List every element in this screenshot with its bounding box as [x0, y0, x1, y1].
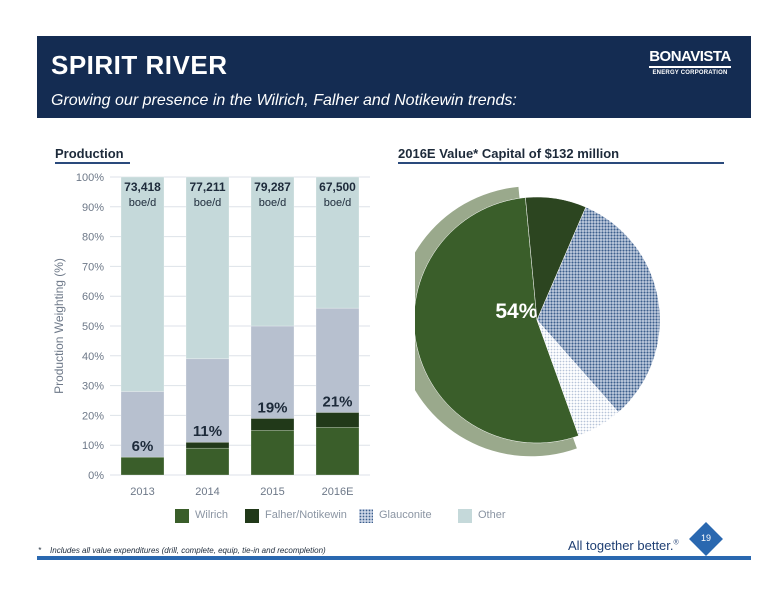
bar-volume-unit: boe/d [324, 197, 352, 209]
bar-segment-wilrich [315, 427, 360, 476]
x-tick-label: 2016E [322, 486, 354, 498]
legend-swatch-glauconite [359, 509, 373, 523]
page-title: SPIRIT RIVER [51, 50, 228, 80]
legend-swatch-falher [245, 509, 259, 523]
page-subtitle: Growing our presence in the Wilrich, Fal… [51, 92, 517, 109]
y-tick-label: 50% [82, 321, 104, 333]
footnote-mark: * [38, 546, 42, 555]
y-tick-label: 100% [76, 172, 104, 184]
y-tick-label: 90% [82, 202, 104, 214]
legend-swatch-other [458, 509, 472, 523]
y-tick-label: 70% [82, 261, 104, 273]
bar-segment-glauconite [250, 325, 295, 419]
bar-segment-glauconite [120, 391, 165, 458]
bar-segment-falher-notikewin [185, 441, 230, 449]
y-axis-label: Production Weighting (%) [52, 258, 66, 394]
bar-segment-falher-notikewin [315, 412, 360, 428]
bar-segment-other [120, 176, 165, 392]
pie-slice-wilrich [415, 197, 579, 444]
legend-label-wilrich: Wilrich [195, 509, 228, 521]
bar-volume-unit: boe/d [194, 197, 222, 209]
y-tick-label: 10% [82, 440, 104, 452]
bar-volume-unit: boe/d [129, 197, 157, 209]
page-number: 19 [700, 533, 711, 543]
bar-segment-falher-notikewin [250, 418, 295, 431]
footnote: * Includes all value expenditures (drill… [38, 546, 326, 555]
y-tick-label: 80% [82, 232, 104, 244]
y-tick-label: 20% [82, 410, 104, 422]
bar-segment-other [315, 176, 360, 309]
company-logo: BONAVISTA ENERGY CORPORATION [649, 48, 731, 84]
pie-slice-glauconite [536, 206, 661, 413]
value-title-underline [398, 162, 724, 164]
bar-share-label: 11% [193, 423, 222, 440]
bar-segment-glauconite [315, 307, 360, 413]
tagline: All together better.® [568, 538, 679, 553]
legend-swatch-wilrich [175, 509, 189, 523]
bar-share-label: 19% [257, 399, 287, 416]
bar-segment-other [185, 176, 230, 360]
logo-subtitle: ENERGY CORPORATION [652, 70, 728, 76]
bar-segment-wilrich [185, 447, 230, 476]
bar-share-label: 6% [132, 438, 154, 455]
legend-label-glauconite: Glauconite [379, 509, 432, 521]
bar-segment-wilrich [250, 430, 295, 476]
bar-volume-label: 67,500 [319, 180, 356, 194]
tagline-mark: ® [673, 539, 679, 547]
logo-name: BONAVISTA [649, 48, 731, 68]
production-title-underline [55, 162, 130, 164]
bottom-rule [37, 556, 751, 560]
bar-volume-label: 73,418 [124, 180, 161, 194]
x-tick-label: 2013 [130, 486, 154, 498]
value-pie-chart: 54% [415, 186, 661, 457]
y-tick-label: 0% [88, 470, 104, 482]
bar-segment-glauconite [185, 358, 230, 443]
production-section-title: Production [55, 146, 124, 161]
legend-label-other: Other [478, 509, 506, 521]
y-tick-label: 60% [82, 291, 104, 303]
bar-segment-other [250, 176, 295, 327]
bar-volume-label: 77,211 [189, 180, 225, 194]
bar-volume-unit: boe/d [259, 197, 287, 209]
legend-label-falher: Falher/Notikewin [265, 509, 347, 521]
value-section-title: 2016E Value* Capital of $132 million [398, 146, 620, 161]
x-tick-label: 2015 [260, 486, 284, 498]
x-tick-label: 2014 [195, 486, 219, 498]
bar-share-label: 21% [322, 393, 352, 410]
footnote-text: Includes all value expenditures (drill, … [50, 546, 326, 555]
pie-label-wilrich: 54% [495, 300, 537, 323]
bar-volume-label: 79,287 [254, 180, 291, 194]
bar-segment-wilrich [120, 456, 165, 476]
pie-slice-other [536, 319, 619, 437]
production-bar-chart: 0% 10% 20% 30% 40% 50% 60% 70% 80% 90% 100% Product… [52, 172, 370, 498]
y-tick-label: 40% [82, 351, 104, 363]
y-tick-label: 30% [82, 381, 104, 393]
header-banner: SPIRIT RIVER Growing our presence in the… [37, 36, 751, 118]
tagline-text: All together better. [568, 538, 674, 553]
